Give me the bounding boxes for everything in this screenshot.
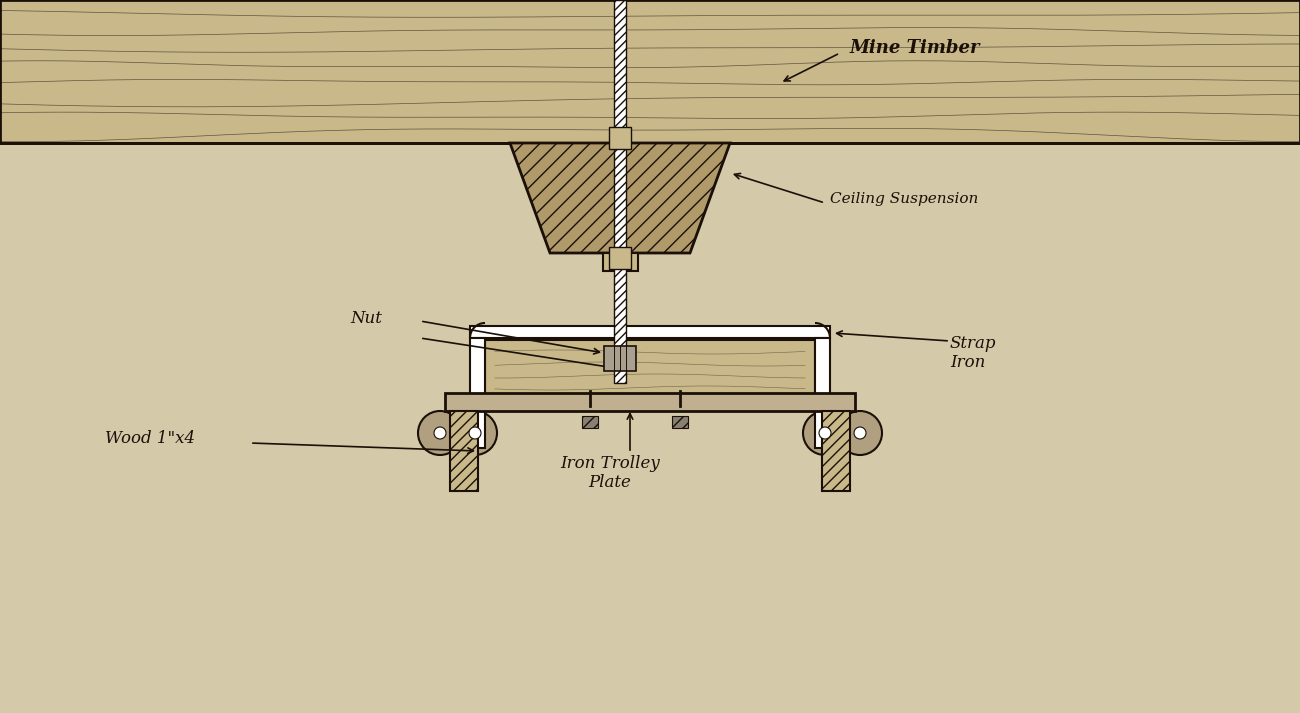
- Text: Iron Trolley
Plate: Iron Trolley Plate: [560, 455, 660, 491]
- FancyBboxPatch shape: [614, 0, 627, 383]
- FancyBboxPatch shape: [815, 338, 829, 448]
- Circle shape: [434, 427, 446, 439]
- FancyBboxPatch shape: [450, 411, 478, 491]
- Circle shape: [452, 411, 497, 455]
- FancyBboxPatch shape: [471, 338, 485, 448]
- FancyBboxPatch shape: [608, 247, 630, 269]
- Polygon shape: [510, 143, 731, 253]
- Text: Ceiling Suspension: Ceiling Suspension: [829, 192, 979, 206]
- Text: Mine Timber: Mine Timber: [850, 39, 980, 57]
- FancyBboxPatch shape: [608, 127, 630, 149]
- FancyBboxPatch shape: [445, 393, 855, 411]
- FancyBboxPatch shape: [822, 411, 850, 491]
- Text: Wood 1"x4: Wood 1"x4: [105, 430, 195, 447]
- Circle shape: [419, 411, 462, 455]
- Text: Strap
Iron: Strap Iron: [950, 334, 997, 371]
- Circle shape: [819, 427, 831, 439]
- Text: Nut: Nut: [350, 310, 382, 327]
- FancyBboxPatch shape: [485, 340, 815, 396]
- Circle shape: [803, 411, 848, 455]
- FancyBboxPatch shape: [0, 0, 1300, 143]
- Circle shape: [854, 427, 866, 439]
- Circle shape: [469, 427, 481, 439]
- FancyBboxPatch shape: [582, 416, 598, 428]
- FancyBboxPatch shape: [604, 346, 636, 371]
- FancyBboxPatch shape: [602, 253, 637, 271]
- FancyBboxPatch shape: [471, 326, 829, 338]
- Circle shape: [838, 411, 881, 455]
- FancyBboxPatch shape: [672, 416, 688, 428]
